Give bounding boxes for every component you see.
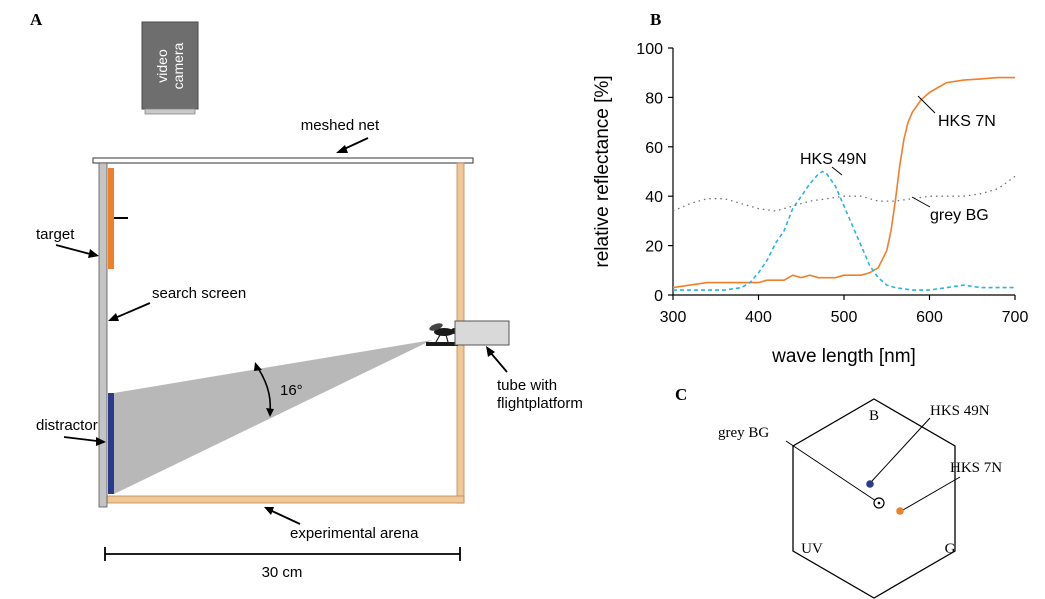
series-line-hks-7n	[672, 76, 1015, 289]
distractor-arrow	[63, 436, 98, 442]
arena-bottom-wall	[106, 495, 465, 504]
fly-icon	[429, 323, 457, 343]
hks49n-locus-label: HKS 49N	[930, 403, 990, 419]
meshed-net-label: meshed net	[301, 117, 380, 134]
x-tick-label: 400	[745, 309, 772, 326]
panel-label-b: B	[650, 10, 661, 29]
camera-label-1: video	[154, 49, 170, 83]
greybg-locus-center	[877, 501, 881, 505]
hks49n-chart-label: HKS 49N	[800, 151, 867, 168]
hks7n-locus	[896, 507, 904, 515]
target-arrow	[55, 244, 91, 255]
hks49n-leader	[871, 417, 931, 482]
target-arrowhead	[88, 249, 99, 258]
x-tick-label: 500	[831, 309, 858, 326]
panel-label-a: A	[30, 10, 43, 29]
y-tick-label: 20	[645, 239, 663, 256]
x-tick-label: 300	[660, 309, 687, 326]
tube-label-1: tube with	[497, 377, 557, 394]
vertex-label-b: B	[869, 408, 879, 424]
vertex-label-uv: UV	[801, 541, 823, 557]
angle-arrowhead-top	[254, 362, 262, 371]
visual-angle-cone	[114, 340, 432, 494]
hks49n-locus	[866, 480, 874, 488]
target-stimulus	[108, 168, 114, 269]
camera-label-2: camera	[170, 42, 186, 89]
hks7n-chart-leader	[917, 95, 936, 114]
flight-tube	[454, 320, 510, 346]
flight-platform	[426, 342, 458, 346]
greybg-locus-label: grey BG	[718, 425, 769, 441]
arena-arrow	[271, 510, 301, 525]
meshed-net-arrowhead	[336, 145, 348, 153]
meshed-net	[92, 157, 474, 164]
distractor-label: distractor	[36, 417, 98, 434]
search-screen-label: search screen	[152, 285, 246, 302]
y-tick-label: 80	[645, 90, 663, 107]
scale-label: 30 cm	[262, 564, 303, 581]
target-label: target	[36, 226, 75, 243]
greybg-chart-leader	[911, 196, 931, 208]
search-screen-arrowhead	[108, 313, 119, 321]
vertex-label-g: G	[945, 541, 956, 557]
distractor-arrowhead	[96, 437, 106, 446]
tube-arrowhead	[486, 346, 495, 357]
panel-label-c: C	[675, 385, 687, 404]
y-tick-label: 40	[645, 189, 663, 206]
x-axis-label: wave length [nm]	[771, 346, 916, 367]
hks49n-chart-leader	[831, 166, 843, 176]
hks7n-locus-label: HKS 7N	[950, 460, 1002, 476]
tube-label-2: flightplatform	[497, 395, 583, 412]
series-line-hks-49n	[673, 170, 1015, 291]
angle-arc	[257, 367, 272, 412]
series-line-grey-bg	[672, 175, 1016, 212]
color-hexagon	[792, 398, 956, 599]
x-tick-label: 600	[916, 309, 943, 326]
search-screen-arrow	[114, 302, 151, 319]
arena-arrowhead	[264, 507, 274, 515]
meshed-net-arrow	[341, 137, 369, 151]
tube-arrow	[489, 351, 508, 373]
y-tick-label: 0	[654, 288, 663, 305]
x-tick-label: 700	[1002, 309, 1029, 326]
distractor-stimulus	[108, 393, 114, 494]
angle-arrowhead-bottom	[266, 408, 274, 417]
y-axis-label: relative reflectance [%]	[592, 75, 613, 267]
y-tick-label: 100	[636, 41, 663, 58]
scale-bar	[104, 547, 461, 561]
video-camera: video camera	[141, 21, 199, 115]
angle-label: 16°	[280, 382, 303, 399]
greybg-leader	[785, 440, 877, 502]
hks7n-leader	[902, 476, 961, 511]
y-tick-label: 60	[645, 140, 663, 157]
hks7n-chart-label: HKS 7N	[938, 113, 996, 130]
greybg-chart-label: grey BG	[930, 207, 989, 224]
reflectance-chart: 0 20 40 60 80 100 300 400 500 600 700 wave length […	[592, 41, 1028, 367]
search-screen	[98, 162, 108, 508]
arena-label: experimental arena	[290, 525, 419, 542]
